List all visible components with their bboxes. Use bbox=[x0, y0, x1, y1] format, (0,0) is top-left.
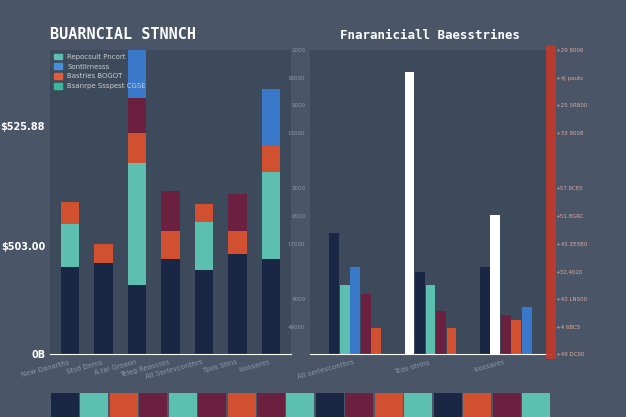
Bar bbox=[139, 393, 167, 417]
Bar bbox=[287, 393, 314, 417]
Bar bbox=[195, 204, 213, 222]
Title: Fnaraniciall Baesstrines: Fnaraniciall Baesstrines bbox=[341, 29, 520, 42]
Bar bbox=[51, 393, 79, 417]
Bar bbox=[371, 328, 381, 354]
Bar bbox=[262, 259, 280, 354]
Bar bbox=[168, 393, 197, 417]
Bar bbox=[404, 393, 433, 417]
Bar bbox=[262, 89, 280, 146]
Bar bbox=[128, 46, 146, 98]
Bar bbox=[228, 393, 255, 417]
Text: BUARNCIAL STNNCH: BUARNCIAL STNNCH bbox=[50, 27, 196, 42]
Bar bbox=[490, 215, 500, 354]
Bar bbox=[436, 311, 446, 354]
Bar bbox=[522, 393, 550, 417]
Bar bbox=[80, 393, 108, 417]
Bar bbox=[463, 393, 491, 417]
Bar bbox=[262, 172, 280, 259]
Bar bbox=[195, 222, 213, 270]
Bar bbox=[61, 202, 80, 224]
Bar bbox=[95, 263, 113, 354]
Bar bbox=[346, 393, 373, 417]
Bar bbox=[228, 231, 247, 254]
Bar bbox=[95, 244, 113, 263]
Bar bbox=[447, 328, 456, 354]
Bar bbox=[228, 193, 247, 231]
Legend: Repocsult Pncort, Sontlirnesss, Bastrles BOGOT, Bsanrpe Ssspest CGSE: Repocsult Pncort, Sontlirnesss, Bastrles… bbox=[54, 53, 146, 89]
Bar bbox=[162, 259, 180, 354]
Bar bbox=[128, 98, 146, 133]
Bar bbox=[340, 285, 349, 354]
Bar bbox=[316, 393, 344, 417]
Bar bbox=[361, 294, 371, 354]
Bar bbox=[480, 267, 490, 354]
Bar bbox=[162, 231, 180, 259]
Bar bbox=[61, 267, 80, 354]
Bar bbox=[501, 315, 511, 354]
Bar bbox=[511, 320, 521, 354]
Bar bbox=[262, 146, 280, 172]
Bar bbox=[351, 267, 360, 354]
Bar bbox=[493, 393, 521, 417]
Bar bbox=[375, 393, 403, 417]
Bar bbox=[198, 393, 226, 417]
Bar bbox=[228, 254, 247, 354]
Bar bbox=[128, 163, 146, 285]
Bar bbox=[329, 233, 339, 354]
Bar bbox=[162, 191, 180, 231]
Bar bbox=[426, 285, 436, 354]
Bar bbox=[128, 285, 146, 354]
Bar bbox=[415, 272, 425, 354]
Bar bbox=[128, 133, 146, 163]
Bar bbox=[195, 270, 213, 354]
Bar bbox=[110, 393, 138, 417]
Bar bbox=[61, 224, 80, 267]
Bar bbox=[434, 393, 462, 417]
Bar bbox=[522, 306, 531, 354]
Bar bbox=[257, 393, 285, 417]
Bar bbox=[404, 72, 414, 354]
